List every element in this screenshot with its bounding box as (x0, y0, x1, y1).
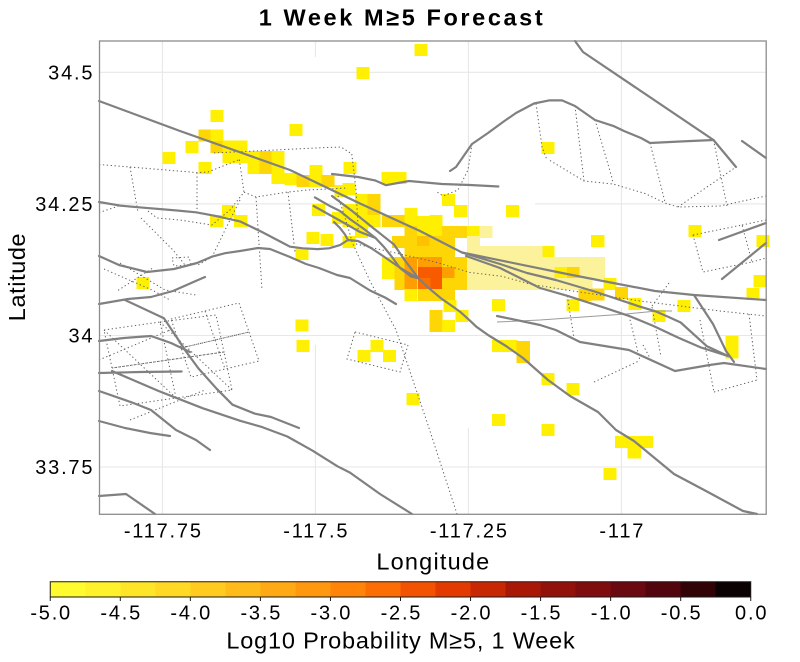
svg-text:-4.5: -4.5 (100, 602, 142, 624)
svg-text:-1.5: -1.5 (521, 602, 563, 624)
svg-text:-4.0: -4.0 (170, 602, 212, 624)
svg-text:1 Week M≥5 Forecast: 1 Week M≥5 Forecast (259, 5, 546, 31)
svg-text:34.5: 34.5 (48, 63, 94, 85)
svg-text:Latitude: Latitude (4, 233, 30, 321)
svg-text:-2.5: -2.5 (381, 602, 423, 624)
svg-text:33.75: 33.75 (35, 457, 94, 479)
svg-text:-117.5: -117.5 (283, 520, 349, 542)
svg-text:-5.0: -5.0 (30, 602, 72, 624)
svg-text:-3.0: -3.0 (311, 602, 353, 624)
svg-text:34: 34 (68, 326, 94, 348)
svg-text:-2.0: -2.0 (451, 602, 493, 624)
svg-text:Log10 Probability M≥5, 1 Week: Log10 Probability M≥5, 1 Week (226, 628, 575, 654)
svg-text:-1.0: -1.0 (591, 602, 633, 624)
svg-text:-117: -117 (599, 520, 645, 542)
svg-text:-117.25: -117.25 (430, 520, 509, 542)
svg-text:0.0: 0.0 (735, 602, 768, 624)
svg-text:-0.5: -0.5 (661, 602, 703, 624)
svg-text:-117.75: -117.75 (124, 520, 203, 542)
svg-text:34.25: 34.25 (35, 194, 94, 216)
svg-text:Longitude: Longitude (376, 549, 490, 575)
svg-text:-3.5: -3.5 (240, 602, 282, 624)
